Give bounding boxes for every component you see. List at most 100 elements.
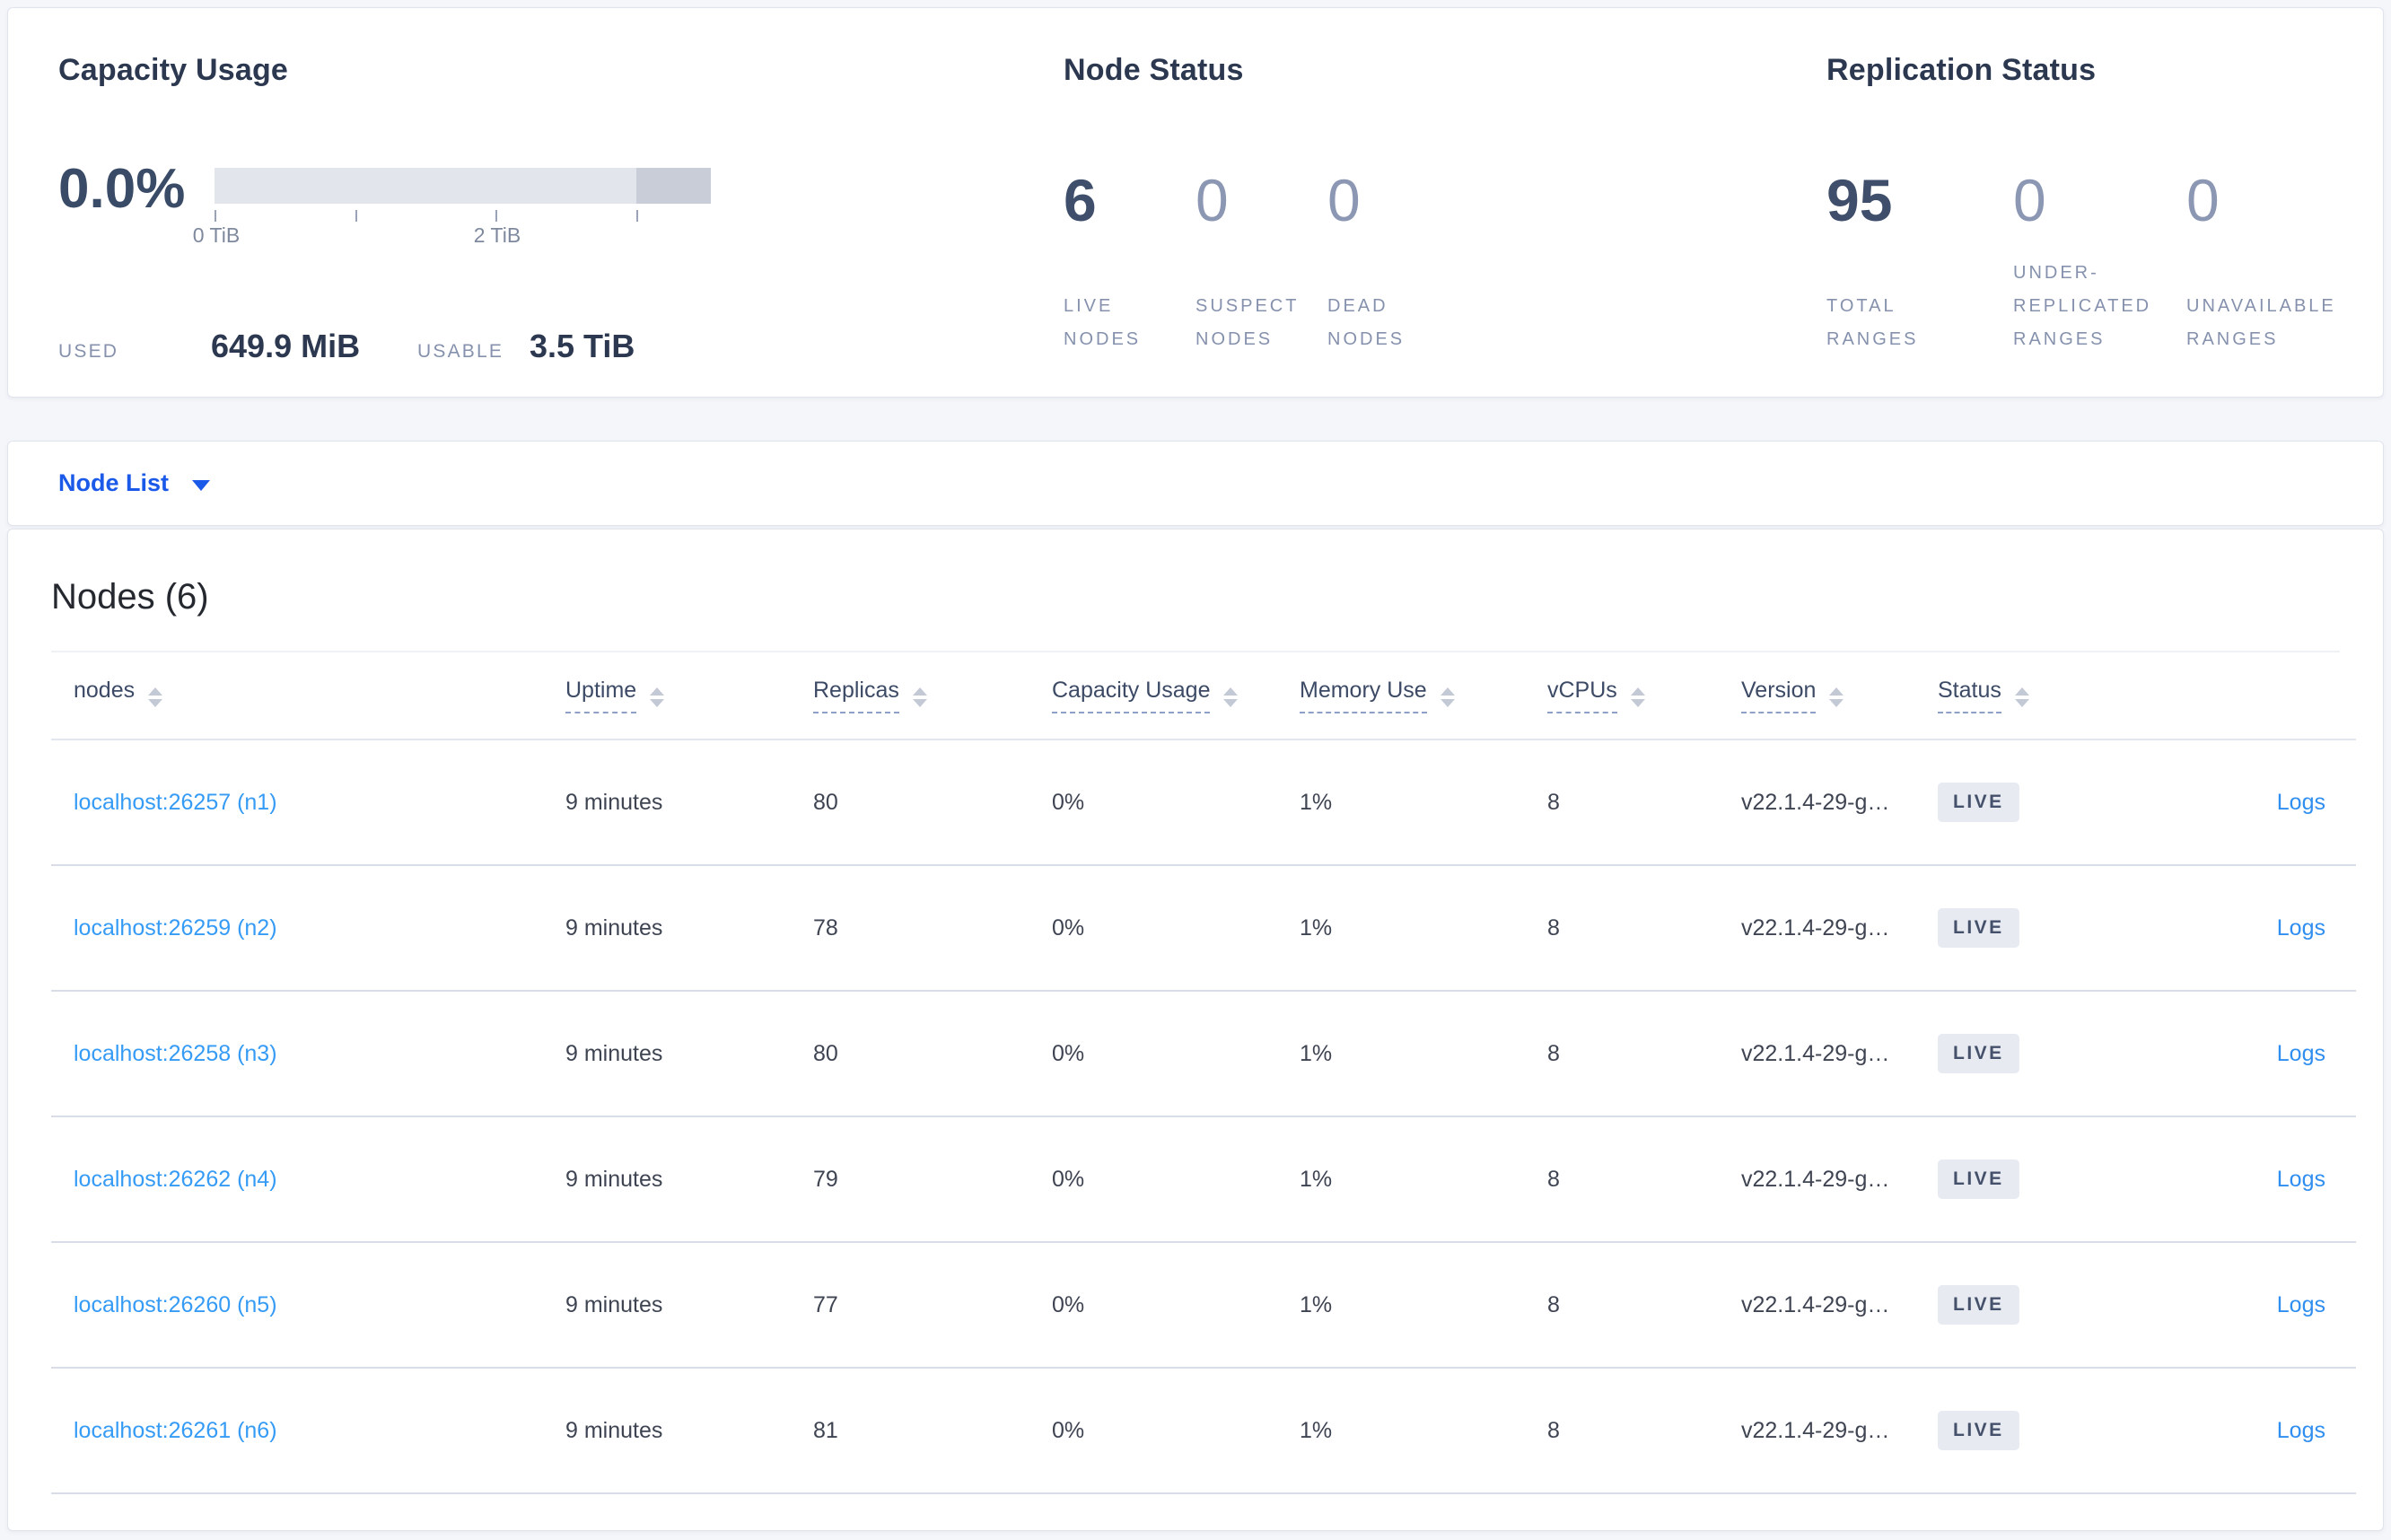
status-cell: LIVE xyxy=(1938,739,2162,866)
cluster-summary-card: Capacity Usage 0.0% 0 TiB 2 TiB xyxy=(7,7,2384,398)
node-link[interactable]: localhost:26260 (n5) xyxy=(74,1291,277,1317)
node-cell: localhost:26258 (n3) xyxy=(51,991,565,1117)
logs-cell: Logs xyxy=(2162,739,2356,866)
stat-label: UNDER-REPLICATED RANGES xyxy=(2013,263,2152,349)
table-row: localhost:26259 (n2) 9 minutes 78 0% 1% 8 v22.… xyxy=(51,865,2356,992)
table-row: localhost:26262 (n4) 9 minutes 79 0% 1% 8 v22.… xyxy=(51,1116,2356,1243)
column-header-vcpus[interactable]: vCPUs xyxy=(1547,652,1741,740)
column-header-memory[interactable]: Memory Use xyxy=(1300,652,1547,740)
node-link[interactable]: localhost:26258 (n3) xyxy=(74,1040,277,1066)
uptime-cell: 9 minutes xyxy=(565,991,813,1117)
column-header-label[interactable]: Capacity Usage xyxy=(1052,678,1211,713)
replication-status-stats: 95 TOTAL RANGES 0 UNDER-REPLICATED RANGES 0 U… xyxy=(1826,166,2373,356)
logs-link[interactable]: Logs xyxy=(2276,914,2325,941)
uptime-cell: 9 minutes xyxy=(565,739,813,866)
sort-icon[interactable] xyxy=(1440,687,1455,707)
used-label: USED xyxy=(58,341,119,362)
version-cell: v22.1.4-29-g… xyxy=(1741,1116,1938,1243)
stat-label: SUSPECT NODES xyxy=(1196,296,1300,349)
capacity-axis-ticks xyxy=(215,204,711,222)
column-header-label[interactable]: Version xyxy=(1741,678,1817,713)
node-cell: localhost:26261 (n6) xyxy=(51,1368,565,1494)
vcpus-cell: 8 xyxy=(1547,1368,1741,1494)
sort-icon[interactable] xyxy=(2014,687,2029,707)
column-header-label[interactable]: vCPUs xyxy=(1547,678,1617,713)
node-list-dropdown-label: Node List xyxy=(58,469,170,496)
stat-value: 0 xyxy=(1196,167,1229,233)
sort-icon[interactable] xyxy=(912,687,927,707)
status-cell: LIVE xyxy=(1938,991,2162,1117)
status-badge: LIVE xyxy=(1938,1411,2019,1450)
version-cell: v22.1.4-29-g… xyxy=(1741,991,1938,1117)
replicas-cell: 80 xyxy=(813,739,1052,866)
logs-link[interactable]: Logs xyxy=(2276,1291,2325,1317)
vcpus-cell: 8 xyxy=(1547,1242,1741,1369)
memory-use-cell: 1% xyxy=(1300,1242,1547,1369)
table-body: localhost:26257 (n1) 9 minutes 80 0% 1% 8 v22.… xyxy=(51,739,2356,1494)
node-link[interactable]: localhost:26257 (n1) xyxy=(74,789,277,815)
column-header-label[interactable]: Replicas xyxy=(813,678,899,713)
status-cell: LIVE xyxy=(1938,1116,2162,1243)
replication-status-title: Replication Status xyxy=(1826,53,2097,87)
logs-link[interactable]: Logs xyxy=(2276,1040,2325,1066)
logs-link[interactable]: Logs xyxy=(2276,1417,2325,1443)
stat: 0 SUSPECT NODES xyxy=(1196,166,1327,356)
column-header-label[interactable]: nodes xyxy=(74,678,136,703)
capacity-usage-cell: 0% xyxy=(1052,1242,1300,1369)
sort-icon[interactable] xyxy=(1829,687,1844,707)
column-header-status[interactable]: Status xyxy=(1938,652,2162,740)
column-header-logs-blank xyxy=(2162,652,2356,740)
sort-icon[interactable] xyxy=(1223,687,1239,707)
memory-use-cell: 1% xyxy=(1300,1116,1547,1243)
status-cell: LIVE xyxy=(1938,1242,2162,1369)
stat-label: TOTAL RANGES xyxy=(1826,296,1919,349)
node-list-dropdown[interactable]: Node List xyxy=(58,469,211,497)
capacity-percent-value: 0.0% xyxy=(58,158,186,220)
column-header-label[interactable]: Memory Use xyxy=(1300,678,1427,713)
replicas-cell: 79 xyxy=(813,1116,1052,1243)
capacity-bar-dark-segment xyxy=(636,168,711,204)
usable-label: USABLE xyxy=(417,341,504,362)
capacity-usage-cell: 0% xyxy=(1052,1116,1300,1243)
chevron-down-icon xyxy=(192,479,211,491)
memory-use-cell: 1% xyxy=(1300,1368,1547,1494)
node-link[interactable]: localhost:26262 (n4) xyxy=(74,1166,277,1192)
stat: 6 LIVE NODES xyxy=(1064,166,1196,356)
version-cell: v22.1.4-29-g… xyxy=(1741,739,1938,866)
stat-value: 0 xyxy=(2013,167,2046,233)
version-cell: v22.1.4-29-g… xyxy=(1741,1368,1938,1494)
logs-cell: Logs xyxy=(2162,1242,2356,1369)
stat-value: 95 xyxy=(1826,167,1893,233)
capacity-usage-cell: 0% xyxy=(1052,865,1300,992)
table-row: localhost:26258 (n3) 9 minutes 80 0% 1% 8 v22.… xyxy=(51,991,2356,1117)
column-header-version[interactable]: Version xyxy=(1741,652,1938,740)
column-header-label[interactable]: Status xyxy=(1938,678,2001,713)
column-header-label[interactable]: Uptime xyxy=(565,678,637,713)
sort-icon[interactable] xyxy=(148,687,163,707)
replicas-cell: 77 xyxy=(813,1242,1052,1369)
usable-value: 3.5 TiB xyxy=(530,328,635,364)
logs-cell: Logs xyxy=(2162,1116,2356,1243)
uptime-cell: 9 minutes xyxy=(565,1242,813,1369)
axis-label-0tib: 0 TiB xyxy=(192,223,241,247)
sort-icon[interactable] xyxy=(1630,687,1645,707)
logs-link[interactable]: Logs xyxy=(2276,789,2325,815)
status-badge: LIVE xyxy=(1938,908,2019,948)
node-link[interactable]: localhost:26259 (n2) xyxy=(74,914,277,941)
status-badge: LIVE xyxy=(1938,1034,2019,1073)
sort-icon[interactable] xyxy=(650,687,665,707)
capacity-usage-title: Capacity Usage xyxy=(58,53,289,87)
column-header-uptime[interactable]: Uptime xyxy=(565,652,813,740)
vcpus-cell: 8 xyxy=(1547,1116,1741,1243)
column-header-node[interactable]: nodes xyxy=(51,652,565,740)
vcpus-cell: 8 xyxy=(1547,991,1741,1117)
logs-link[interactable]: Logs xyxy=(2276,1166,2325,1192)
column-header-capacity[interactable]: Capacity Usage xyxy=(1052,652,1300,740)
column-header-replicas[interactable]: Replicas xyxy=(813,652,1052,740)
node-link[interactable]: localhost:26261 (n6) xyxy=(74,1417,277,1443)
memory-use-cell: 1% xyxy=(1300,865,1547,992)
stat-value: 0 xyxy=(1327,167,1361,233)
replicas-cell: 78 xyxy=(813,865,1052,992)
vcpus-cell: 8 xyxy=(1547,865,1741,992)
table-header-row: nodes Uptime Replicas Capacity Usage Memory … xyxy=(51,652,2356,740)
